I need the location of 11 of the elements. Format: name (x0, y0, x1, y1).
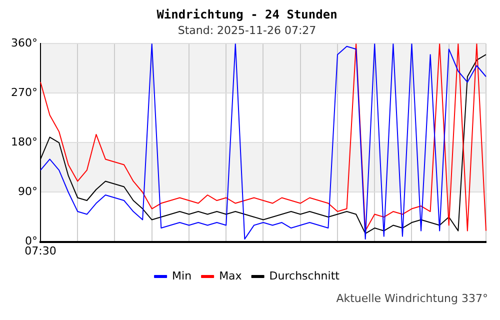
y-tick-label: 360° (10, 36, 38, 50)
legend-label: Durchschnitt (269, 269, 340, 282)
chart-subtitle: Stand: 2025-11-26 07:27 (178, 24, 316, 37)
legend-label: Max (219, 269, 242, 282)
y-tick-label: 180° (10, 136, 38, 149)
text: Aktuelle Windrichtung 337° (335, 292, 489, 305)
x-tick-label: 07:30 (24, 244, 56, 258)
chart-title: Windrichtung - 24 Stunden (156, 7, 338, 22)
y-tick-label: 90° (18, 185, 38, 198)
legend-label: Min (172, 269, 192, 282)
y-tick-label: 270° (10, 86, 38, 100)
